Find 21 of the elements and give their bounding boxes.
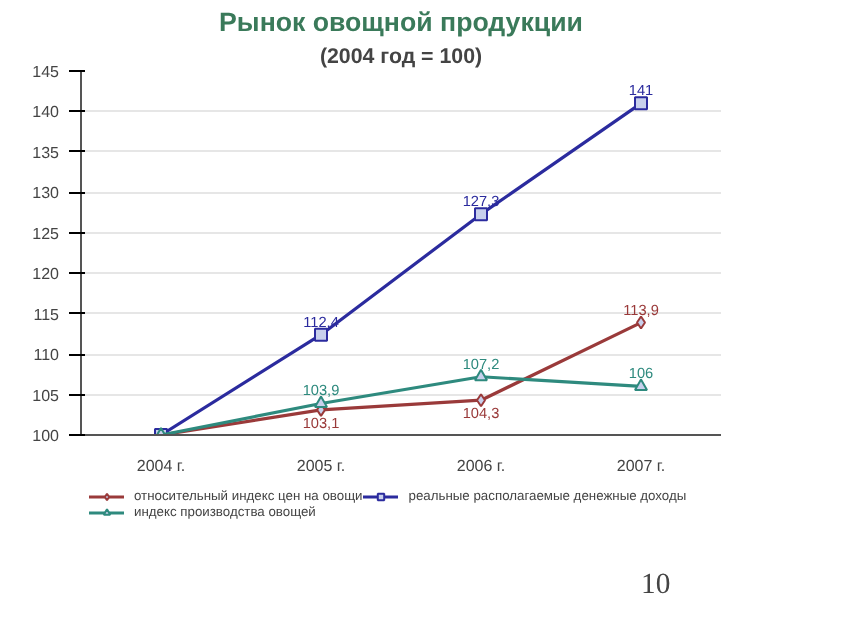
y-tick-label: 120 (32, 265, 61, 284)
y-tick-label: 125 (32, 224, 61, 243)
x-tick-label: 2005 г. (296, 457, 346, 475)
chart-subtitle: (2004 год = 100) (319, 45, 484, 69)
y-tick-label: 140 (32, 103, 61, 122)
y-tick-label: 130 (32, 184, 61, 203)
x-tick-label: 2007 г. (616, 457, 666, 475)
point (474, 207, 488, 222)
y-tick-label: 145 (32, 63, 61, 81)
y-tick-label: 115 (33, 305, 61, 324)
y-tick-label: 110 (33, 346, 61, 365)
point (634, 96, 648, 111)
point (634, 378, 648, 391)
x-tick-label: 2004 г. (136, 457, 186, 475)
y-tick-label: 100 (32, 427, 61, 445)
text: 10 (641, 569, 671, 601)
point (314, 327, 328, 342)
y-tick-label: 105 (32, 386, 61, 405)
x-tick-label: 2006 г. (456, 457, 506, 475)
y-tick-label: 135 (32, 143, 61, 162)
chart-title: Рынок овощной продукции (219, 7, 583, 37)
